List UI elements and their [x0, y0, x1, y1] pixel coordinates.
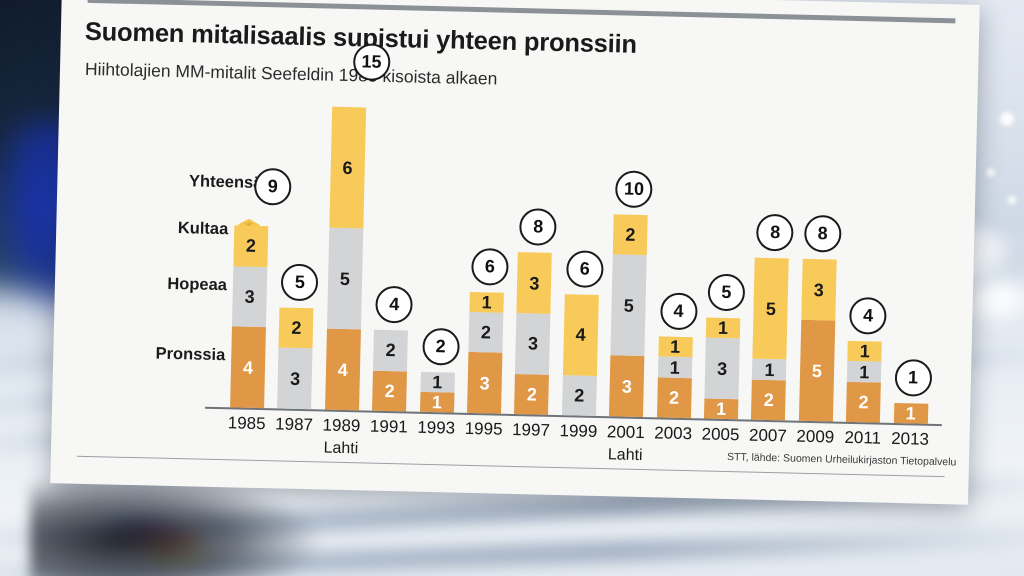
bar-segment-silver-2003[interactable]: 1 — [657, 356, 692, 378]
bar-segment-gold-1995[interactable]: 1 — [469, 291, 504, 313]
bar-segment-gold-1985[interactable]: 2 — [233, 225, 269, 267]
snow-particle — [1008, 196, 1016, 204]
source-note: STT, lähde: Suomen Urheilukirjaston Tiet… — [726, 451, 957, 469]
total-badge-1991: 4 — [375, 285, 414, 324]
x-axis-label-2013: 2013 — [890, 428, 930, 449]
bar-segment-gold-1987[interactable]: 2 — [278, 307, 314, 349]
total-badge-2013: 1 — [894, 358, 932, 397]
bar-segment-bronze-2001[interactable]: 3 — [609, 355, 645, 418]
bar-segment-gold-2003[interactable]: 1 — [657, 336, 693, 358]
total-badge-1995: 6 — [471, 247, 509, 286]
bar-segment-bronze-1985[interactable]: 4 — [230, 326, 266, 409]
bar-segment-silver-2011[interactable]: 1 — [847, 361, 882, 383]
bar-segment-silver-1995[interactable]: 2 — [468, 311, 504, 354]
bar-segment-silver-1991[interactable]: 2 — [373, 329, 409, 372]
bar-segment-bronze-1997[interactable]: 2 — [514, 373, 550, 415]
bar-segment-bronze-1995[interactable]: 3 — [467, 352, 503, 414]
snow-particle — [986, 168, 995, 177]
bar-segment-silver-1997[interactable]: 3 — [515, 313, 551, 375]
total-badge-2005: 5 — [707, 273, 746, 312]
total-badge-2007: 8 — [756, 214, 795, 252]
bar-segment-gold-1989[interactable]: 6 — [329, 106, 366, 229]
bar-segment-bronze-2011[interactable]: 2 — [846, 381, 882, 423]
snow-particle — [1000, 112, 1014, 126]
total-badge-2003: 4 — [659, 292, 698, 331]
bar-segment-bronze-2005[interactable]: 1 — [703, 398, 739, 420]
bar-segment-gold-1999[interactable]: 4 — [562, 293, 599, 376]
total-badge-2001: 10 — [615, 170, 653, 209]
total-badge-2009: 8 — [803, 215, 842, 254]
bar-segment-gold-2001[interactable]: 2 — [612, 214, 648, 256]
bar-segment-bronze-1993[interactable]: 1 — [419, 391, 455, 413]
bar-segment-bronze-1991[interactable]: 2 — [372, 370, 408, 412]
bar-segment-silver-1985[interactable]: 3 — [231, 265, 268, 328]
bar-segment-gold-2009[interactable]: 3 — [801, 259, 837, 321]
total-badge-1987: 5 — [280, 263, 319, 302]
bar-segment-gold-2007[interactable]: 5 — [752, 258, 790, 360]
infographic-panel: Suomen mitalisaalis supistui yhteen pron… — [50, 0, 980, 505]
bar-segment-silver-2005[interactable]: 3 — [704, 337, 740, 400]
bar-segment-silver-1989[interactable]: 5 — [326, 227, 364, 330]
bar-segment-silver-2007[interactable]: 1 — [752, 359, 787, 381]
bar-segment-silver-1999[interactable]: 2 — [561, 374, 597, 416]
bar-segment-gold-2005[interactable]: 1 — [705, 317, 741, 339]
bar-segment-bronze-2009[interactable]: 5 — [798, 319, 836, 422]
bar-group-2013[interactable]: 1 — [893, 402, 928, 424]
bar-segment-silver-1993[interactable]: 1 — [420, 371, 455, 393]
bar-segment-bronze-2003[interactable]: 2 — [656, 377, 692, 419]
bar-segment-bronze-2007[interactable]: 2 — [751, 379, 787, 421]
total-badge-1999: 6 — [565, 250, 604, 288]
total-badge-1993: 2 — [421, 327, 460, 366]
bar-segment-gold-1997[interactable]: 3 — [516, 252, 553, 314]
top-divider — [87, 0, 956, 24]
total-badge-2011: 4 — [849, 297, 888, 335]
bar-segment-bronze-2013[interactable]: 1 — [893, 402, 928, 424]
bar-segment-bronze-1989[interactable]: 4 — [324, 328, 361, 411]
x-axis-sublabel-1989: Lahti — [323, 439, 359, 458]
x-axis-sublabel-2001: Lahti — [607, 446, 643, 465]
total-badge-1985: 9 — [253, 168, 292, 206]
bar-segment-silver-2001[interactable]: 5 — [610, 254, 647, 357]
bar-segment-gold-2011[interactable]: 1 — [847, 341, 882, 363]
stacked-bar-chart: 4 3 2 9 3 2 5 4 5 6 15 2 2 4 1 1 2 3 2 1 6 2 3 3 8 2 4 6 3 5 2 10 2 1 1 4 1 3… — [202, 43, 949, 464]
total-badge-1997: 8 — [519, 208, 558, 247]
bar-segment-silver-1987[interactable]: 3 — [277, 347, 313, 410]
